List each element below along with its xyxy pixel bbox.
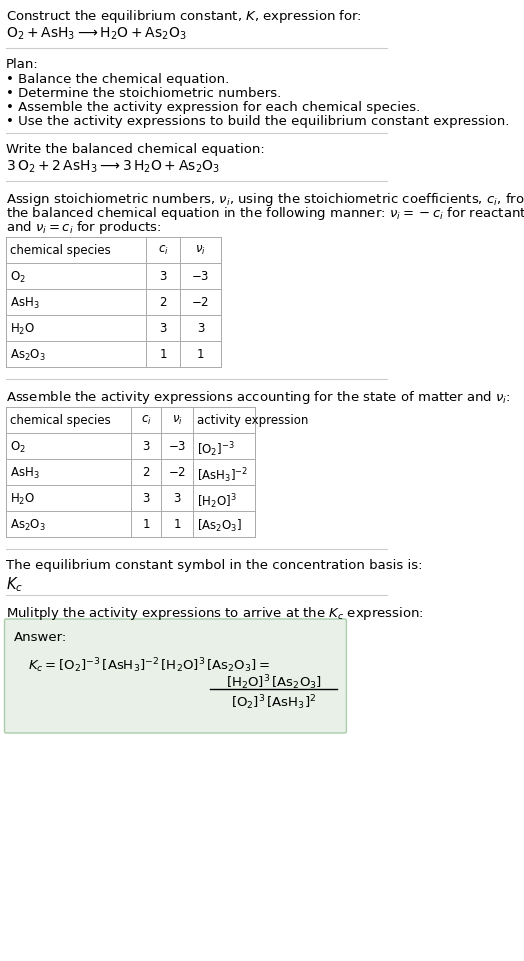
Text: 1: 1	[143, 518, 150, 531]
Text: $\mathrm{As_2O_3}$: $\mathrm{As_2O_3}$	[10, 348, 46, 363]
Text: $[\mathrm{O_2}]^3\,[\mathrm{AsH_3}]^2$: $[\mathrm{O_2}]^3\,[\mathrm{AsH_3}]^2$	[231, 693, 316, 712]
Text: $\nu_i$: $\nu_i$	[195, 244, 206, 258]
Text: chemical species: chemical species	[10, 414, 111, 427]
Text: $c_i$: $c_i$	[158, 244, 168, 258]
Text: $\mathrm{3\,O_2 + 2\,AsH_3 \longrightarrow 3\,H_2O + As_2O_3}$: $\mathrm{3\,O_2 + 2\,AsH_3 \longrightarr…	[6, 159, 220, 176]
Text: $c_i$: $c_i$	[141, 414, 151, 427]
Text: and $\nu_i = c_i$ for products:: and $\nu_i = c_i$ for products:	[6, 219, 161, 236]
Text: 2: 2	[159, 296, 167, 309]
Text: Mulitply the activity expressions to arrive at the $K_c$ expression:: Mulitply the activity expressions to arr…	[6, 605, 424, 622]
Text: the balanced chemical equation in the following manner: $\nu_i = -c_i$ for react: the balanced chemical equation in the fo…	[6, 205, 524, 222]
Text: • Balance the chemical equation.: • Balance the chemical equation.	[6, 73, 229, 86]
Text: 1: 1	[159, 348, 167, 361]
Text: $[\mathrm{H_2O}]^3\,[\mathrm{As_2O_3}]$: $[\mathrm{H_2O}]^3\,[\mathrm{As_2O_3}]$	[226, 673, 322, 692]
Text: Answer:: Answer:	[14, 631, 67, 644]
Text: 3: 3	[143, 492, 150, 505]
Text: Assemble the activity expressions accounting for the state of matter and $\nu_i$: Assemble the activity expressions accoun…	[6, 389, 511, 406]
Text: $[\mathrm{H_2O}]^3$: $[\mathrm{H_2O}]^3$	[197, 492, 237, 510]
Text: Construct the equilibrium constant, $K$, expression for:: Construct the equilibrium constant, $K$,…	[6, 8, 362, 25]
Text: $-3$: $-3$	[191, 270, 210, 283]
Text: $[\mathrm{As_2O_3}]$: $[\mathrm{As_2O_3}]$	[197, 518, 242, 534]
Text: 3: 3	[159, 322, 167, 335]
Text: $[\mathrm{O_2}]^{-3}$: $[\mathrm{O_2}]^{-3}$	[197, 440, 235, 458]
Text: • Use the activity expressions to build the equilibrium constant expression.: • Use the activity expressions to build …	[6, 115, 509, 128]
Text: Assign stoichiometric numbers, $\nu_i$, using the stoichiometric coefficients, $: Assign stoichiometric numbers, $\nu_i$, …	[6, 191, 524, 208]
Text: $\mathrm{O_2 + AsH_3 \longrightarrow H_2O + As_2O_3}$: $\mathrm{O_2 + AsH_3 \longrightarrow H_2…	[6, 26, 187, 42]
Text: 1: 1	[197, 348, 204, 361]
Text: Plan:: Plan:	[6, 58, 39, 71]
Text: $\mathrm{H_2O}$: $\mathrm{H_2O}$	[10, 322, 35, 337]
Text: Write the balanced chemical equation:: Write the balanced chemical equation:	[6, 143, 265, 156]
FancyBboxPatch shape	[5, 619, 346, 733]
Text: $K_c = [\mathrm{O_2}]^{-3}\,[\mathrm{AsH_3}]^{-2}\,[\mathrm{H_2O}]^3\,[\mathrm{A: $K_c = [\mathrm{O_2}]^{-3}\,[\mathrm{AsH…	[28, 656, 270, 675]
Text: $\mathrm{AsH_3}$: $\mathrm{AsH_3}$	[10, 296, 39, 311]
Text: activity expression: activity expression	[197, 414, 309, 427]
Text: $\nu_i$: $\nu_i$	[172, 414, 183, 427]
Text: • Determine the stoichiometric numbers.: • Determine the stoichiometric numbers.	[6, 87, 281, 100]
Text: 3: 3	[159, 270, 167, 283]
Text: $K_c$: $K_c$	[6, 575, 23, 594]
Text: $-2$: $-2$	[191, 296, 210, 309]
Text: 3: 3	[143, 440, 150, 453]
Text: $-2$: $-2$	[168, 466, 187, 479]
Text: chemical species: chemical species	[10, 244, 111, 257]
Text: 3: 3	[173, 492, 181, 505]
Text: 1: 1	[173, 518, 181, 531]
Text: $\mathrm{O_2}$: $\mathrm{O_2}$	[10, 440, 26, 456]
Text: $\mathrm{As_2O_3}$: $\mathrm{As_2O_3}$	[10, 518, 46, 533]
Text: • Assemble the activity expression for each chemical species.: • Assemble the activity expression for e…	[6, 101, 420, 114]
Text: 2: 2	[143, 466, 150, 479]
Text: The equilibrium constant symbol in the concentration basis is:: The equilibrium constant symbol in the c…	[6, 559, 422, 572]
Text: $\mathrm{H_2O}$: $\mathrm{H_2O}$	[10, 492, 35, 507]
Text: 3: 3	[197, 322, 204, 335]
Text: $\mathrm{AsH_3}$: $\mathrm{AsH_3}$	[10, 466, 39, 481]
Text: $[\mathrm{AsH_3}]^{-2}$: $[\mathrm{AsH_3}]^{-2}$	[197, 466, 248, 484]
Text: $\mathrm{O_2}$: $\mathrm{O_2}$	[10, 270, 26, 285]
Text: $-3$: $-3$	[168, 440, 187, 453]
